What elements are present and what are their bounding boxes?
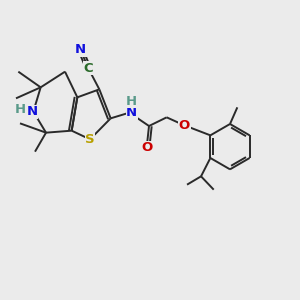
Text: H: H (15, 103, 26, 116)
Text: S: S (85, 133, 95, 146)
Text: N: N (75, 44, 86, 56)
Text: N: N (126, 106, 137, 119)
Text: O: O (141, 141, 152, 154)
Text: H: H (126, 95, 137, 108)
Text: N: N (26, 105, 38, 118)
Text: C: C (83, 62, 93, 75)
Text: O: O (179, 119, 190, 132)
